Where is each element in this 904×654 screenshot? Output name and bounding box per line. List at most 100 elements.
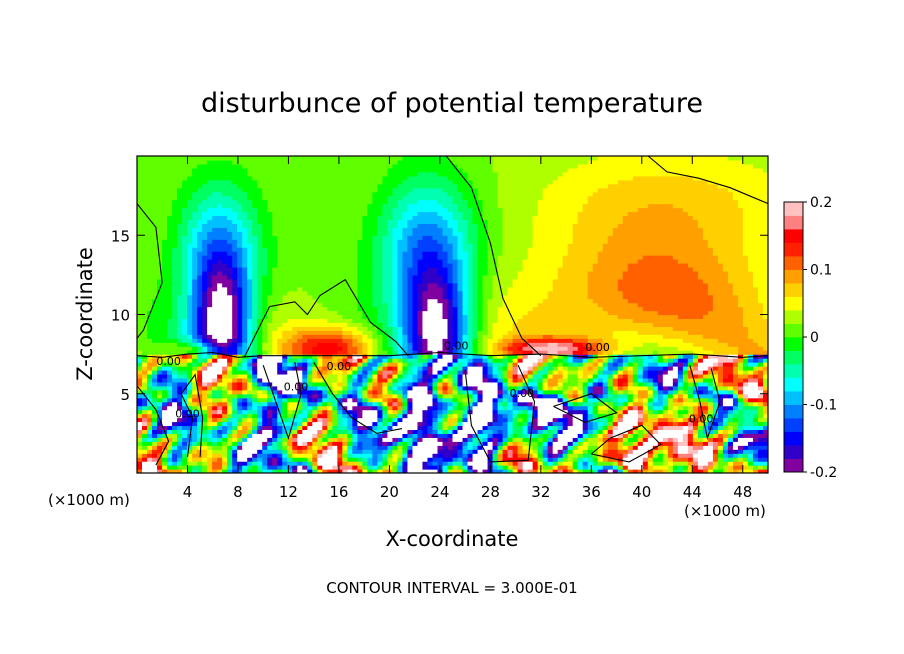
field-cell: [692, 453, 699, 458]
field-cell: [602, 389, 609, 395]
field-cell: [367, 314, 373, 320]
field-cell: [317, 425, 323, 431]
field-cell: [137, 457, 143, 462]
field-cell: [177, 366, 183, 371]
field-cell: [387, 330, 394, 335]
field-cell: [737, 381, 744, 387]
field-cell: [632, 381, 639, 387]
field-cell: [687, 469, 694, 473]
field-cell: [442, 346, 449, 351]
field-cell: [752, 326, 759, 331]
field-cell: [312, 373, 318, 379]
field-cell: [677, 421, 684, 427]
field-cell: [717, 409, 724, 415]
field-cell: [222, 314, 228, 320]
field-cell: [327, 449, 333, 454]
field-cell: [552, 318, 559, 324]
field-cell: [232, 346, 238, 351]
field-cell: [332, 334, 338, 339]
field-cell: [417, 397, 424, 403]
field-cell: [562, 346, 569, 351]
field-cell: [507, 342, 514, 347]
field-cell: [252, 393, 258, 399]
field-cell: [452, 417, 459, 423]
field-cell: [647, 469, 654, 473]
field-cell: [267, 413, 273, 419]
field-cell: [302, 338, 308, 343]
field-cell: [222, 433, 228, 438]
field-cell: [192, 433, 198, 438]
field-cell: [487, 377, 494, 383]
field-cell: [332, 350, 338, 355]
field-cell: [557, 330, 564, 335]
field-cell: [542, 385, 549, 391]
field-cell: [567, 469, 574, 473]
field-cell: [167, 457, 173, 462]
field-cell: [657, 358, 664, 363]
field-cell: [347, 369, 353, 375]
field-cell: [227, 421, 233, 427]
field-cell: [342, 409, 348, 415]
field-cell: [267, 354, 273, 359]
field-cell: [512, 369, 519, 375]
field-cell: [587, 318, 594, 324]
field-cell: [602, 405, 609, 411]
field-cell: [212, 338, 218, 343]
field-cell: [332, 369, 338, 375]
field-cell: [592, 429, 599, 434]
field-cell: [262, 401, 268, 407]
field-cell: [427, 405, 434, 411]
field-cell: [397, 453, 404, 458]
field-cell: [267, 405, 273, 411]
field-cell: [462, 433, 469, 438]
field-cell: [612, 369, 619, 375]
field-cell: [372, 385, 378, 391]
field-cell: [287, 397, 293, 403]
field-cell: [577, 377, 584, 383]
field-cell: [532, 385, 539, 391]
field-cell: [672, 354, 679, 359]
field-cell: [257, 433, 263, 438]
field-cell: [552, 354, 559, 359]
field-cell: [442, 437, 449, 442]
field-cell: [232, 350, 238, 355]
field-cell: [507, 469, 514, 473]
field-cell: [377, 381, 383, 387]
field-cell: [357, 397, 363, 403]
field-cell: [462, 469, 469, 473]
field-cell: [622, 369, 629, 375]
field-cell: [597, 433, 604, 438]
field-cell: [392, 342, 399, 347]
field-cell: [677, 354, 684, 359]
field-cell: [242, 461, 248, 466]
field-cell: [642, 437, 649, 442]
field-cell: [152, 342, 158, 347]
field-cell: [597, 389, 604, 395]
field-cell: [697, 326, 704, 331]
field-cell: [197, 437, 203, 442]
field-cell: [337, 465, 343, 470]
field-cell: [412, 449, 419, 454]
field-cell: [477, 453, 484, 458]
field-cell: [397, 417, 404, 423]
field-cell: [507, 465, 514, 470]
field-cell: [712, 342, 719, 347]
field-cell: [742, 330, 749, 335]
field-cell: [367, 453, 373, 458]
field-cell: [292, 366, 298, 371]
field-cell: [142, 342, 148, 347]
field-cell: [252, 413, 258, 419]
field-cell: [227, 425, 233, 431]
field-cell: [737, 457, 744, 462]
field-cell: [407, 318, 414, 324]
field-cell: [442, 366, 449, 371]
field-cell: [667, 338, 674, 343]
field-cell: [697, 453, 704, 458]
field-cell: [367, 437, 373, 442]
field-cell: [677, 429, 684, 434]
field-cell: [622, 338, 629, 343]
field-cell: [687, 326, 694, 331]
field-cell: [607, 469, 614, 473]
field-cell: [382, 346, 388, 351]
field-cell: [542, 326, 549, 331]
